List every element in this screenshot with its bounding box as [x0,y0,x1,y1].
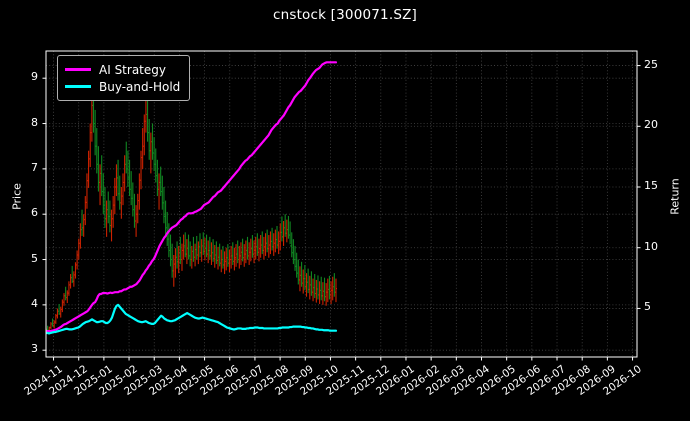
legend-label: Buy-and-Hold [99,79,181,94]
chart-title: cnstock [300071.SZ] [272,7,418,23]
y-tick-label-left: 4 [31,296,38,310]
legend-entry: AI Strategy [65,61,180,78]
y-tick-label-right: 20 [644,118,658,132]
y-tick-label-left: 3 [31,342,38,356]
y-tick-label-left: 9 [31,70,38,84]
y-tick-label-right: 5 [644,300,651,314]
chart-legend: AI Strategy Buy-and-Hold [57,55,191,101]
y-tick-label-left: 6 [31,206,38,220]
y-axis-label-right: Return [668,178,682,215]
y-tick-label-left: 5 [31,251,38,265]
legend-color-swatch [65,85,91,88]
legend-entry: Buy-and-Hold [65,78,180,95]
y-tick-label-right: 15 [644,179,658,192]
legend-label: AI Strategy [99,62,166,77]
legend-color-swatch [65,68,91,71]
y-tick-label-left: 7 [31,160,38,174]
y-tick-label-left: 8 [31,115,38,129]
y-tick-label-right: 10 [644,239,658,253]
y-tick-label-right: 25 [644,57,658,71]
